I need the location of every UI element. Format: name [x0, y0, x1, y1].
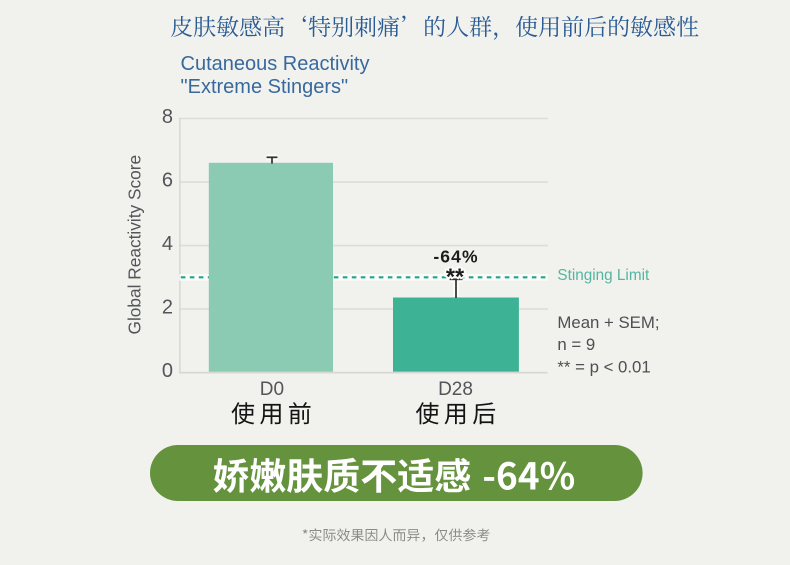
svg-text:D28: D28 [438, 379, 473, 400]
svg-text:n = 9: n = 9 [557, 335, 595, 354]
svg-text:0: 0 [162, 360, 173, 382]
svg-text:4: 4 [162, 233, 173, 255]
svg-text:6: 6 [162, 170, 173, 192]
svg-text:8: 8 [162, 106, 173, 128]
svg-text:-64%: -64% [433, 247, 478, 267]
svg-text:Stinging Limit: Stinging Limit [557, 267, 650, 284]
svg-text:Global Reactivity Score: Global Reactivity Score [124, 155, 144, 335]
svg-text:Mean + SEM;: Mean + SEM; [557, 313, 659, 332]
svg-text:**: ** [446, 263, 465, 289]
svg-text:** = p < 0.01: ** = p < 0.01 [557, 357, 650, 376]
svg-text:**: ** [446, 263, 465, 289]
svg-text:2: 2 [162, 297, 173, 319]
svg-text:D0: D0 [260, 379, 284, 400]
svg-text:Cutaneous Reactivity: Cutaneous Reactivity [181, 53, 370, 75]
svg-text:"Extreme Stingers": "Extreme Stingers" [181, 76, 349, 98]
